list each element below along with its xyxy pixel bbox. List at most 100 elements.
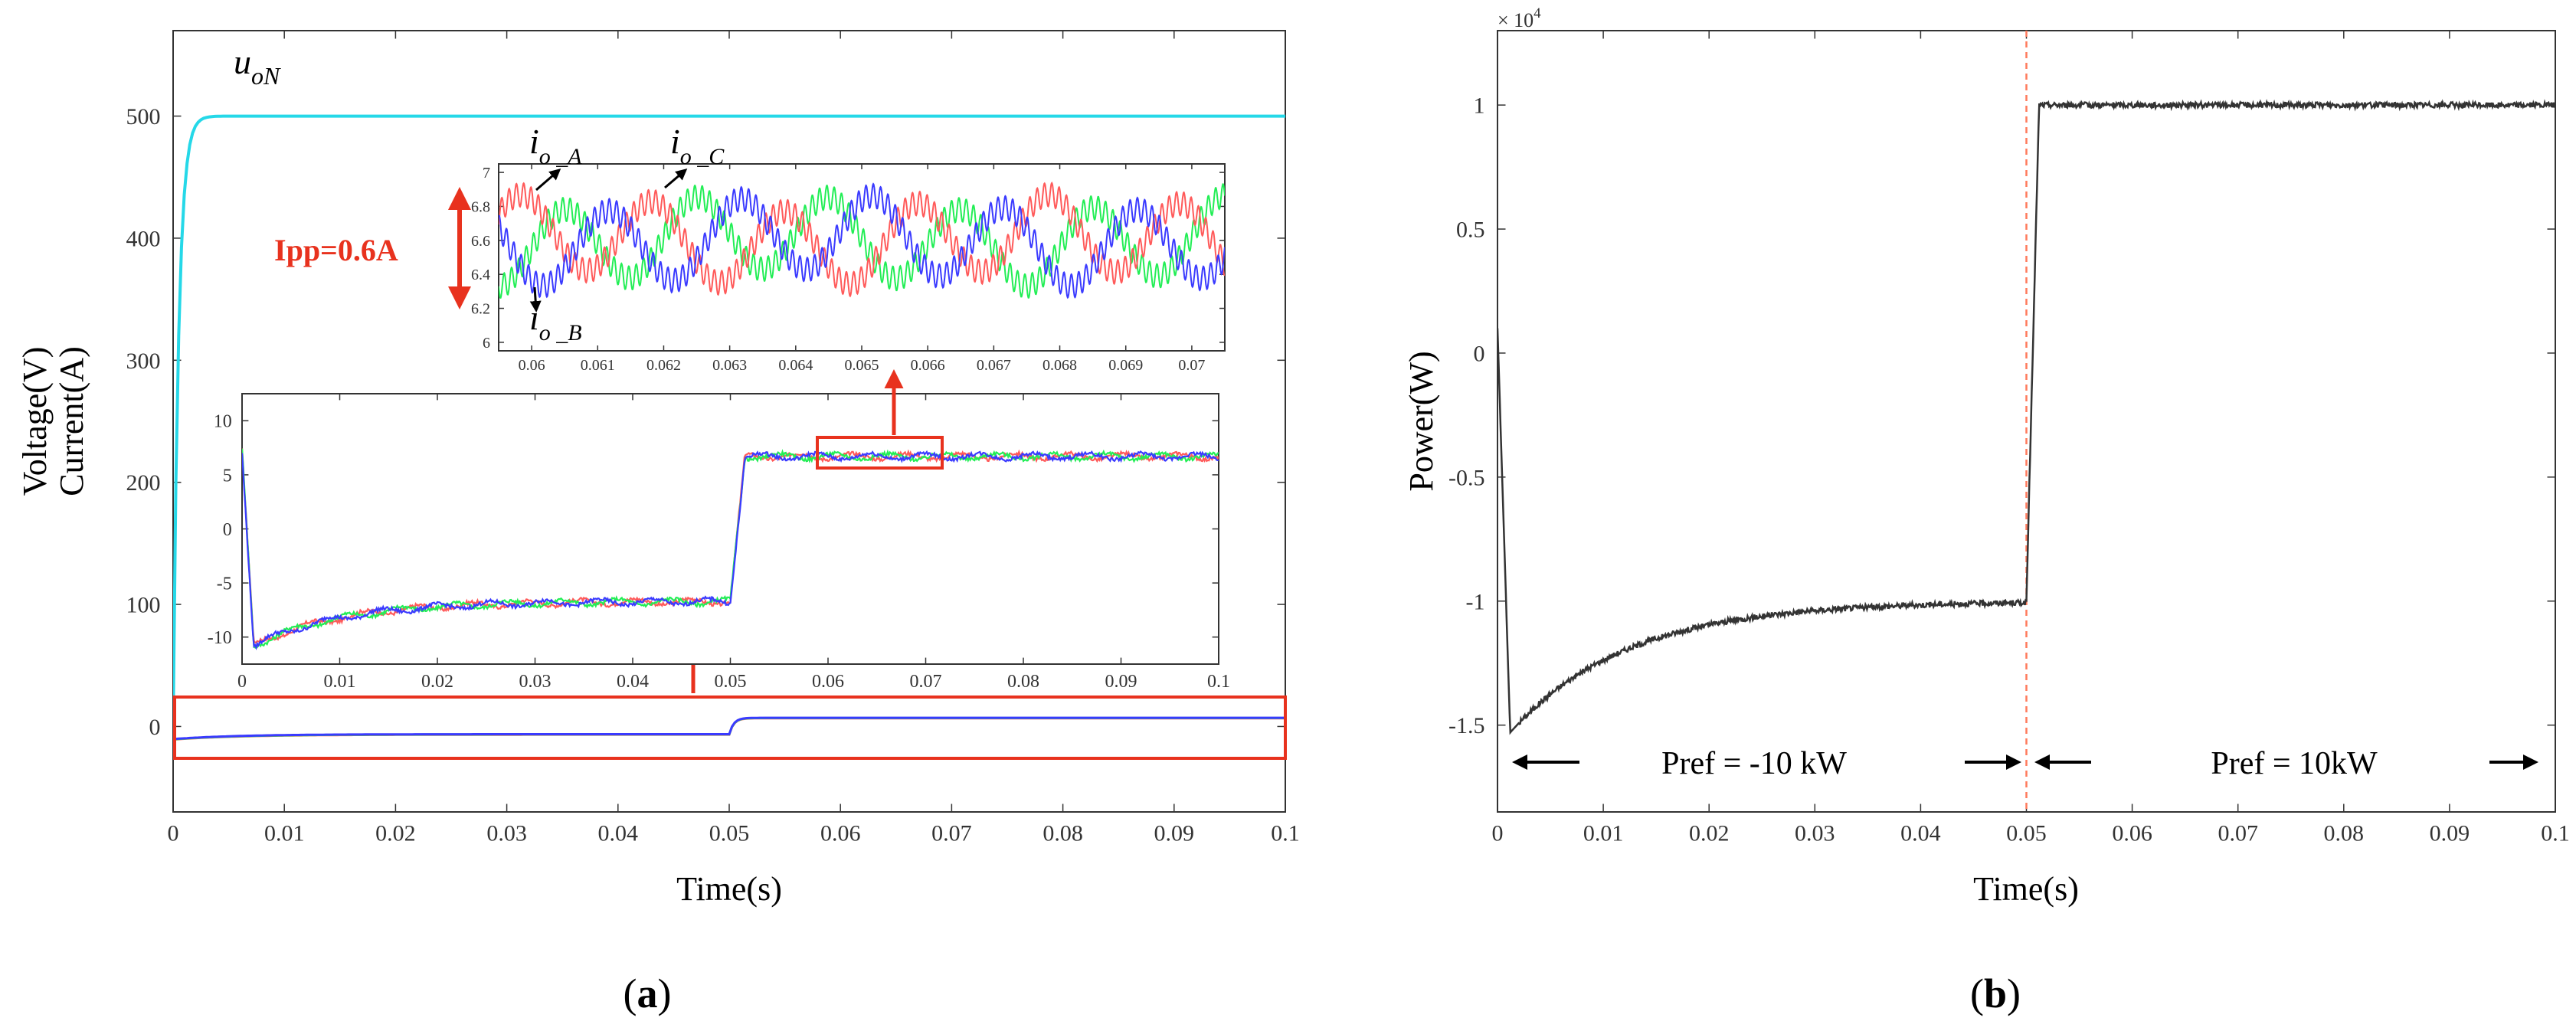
phase-b-pointer — [529, 286, 542, 313]
zoom-inset-xtick-label: 0.068 — [1043, 357, 1077, 374]
zoom-inset-xtick-label: 0.069 — [1108, 357, 1143, 374]
zoom-inset-xtick-label: 0.065 — [845, 357, 879, 374]
voltage-line-uoN — [173, 114, 1285, 727]
zoom-inset-xtick-label: 0.062 — [646, 357, 681, 374]
panel-a-xtick-label: 0 — [168, 821, 179, 846]
panel-b-xtick-label: 0.07 — [2218, 821, 2258, 846]
panel-b-xtick-label: 0.03 — [1795, 821, 1835, 846]
phase-c-label: io _C — [670, 122, 725, 169]
panel-a-y-axis-title-current: Current(A) — [53, 346, 90, 496]
zoom-inset-xtick-label: 0.07 — [1178, 357, 1205, 374]
panel-a-xtick-label: 0.07 — [931, 821, 972, 846]
panel-b-ytick-label: 0 — [1474, 341, 1485, 366]
phase-a-pointer — [535, 169, 561, 191]
panel-a-xtick-label: 0.09 — [1154, 821, 1195, 846]
mid-inset-xtick-label: 0.06 — [812, 672, 844, 692]
mid-inset-xtick-label: 0.05 — [715, 672, 747, 692]
panel-b-xtick-label: 0.02 — [1689, 821, 1730, 846]
mid-inset-xtick-label: 0.03 — [519, 672, 552, 692]
mid-inset-ytick-label: 10 — [214, 412, 232, 432]
y-exponent-label: × 104 — [1497, 5, 1541, 31]
zoom-inset-xtick-label: 0.067 — [977, 357, 1011, 374]
zoom-inset-xtick-label: 0.066 — [911, 357, 945, 374]
panel-a-ytick-label: 200 — [126, 470, 161, 496]
mid-inset-ytick-label: -10 — [208, 628, 232, 648]
panel-b-xtick-label: 0.08 — [2324, 821, 2365, 846]
ipp-label: Ipp=0.6A — [274, 233, 398, 267]
pref-positive-label: Pref = 10kW — [2211, 746, 2378, 781]
mid-inset-series — [242, 448, 1219, 650]
zoom-inset-line-phase_c — [499, 183, 1225, 299]
panel-b-xtick-label: 0.01 — [1583, 821, 1624, 846]
steady-state-highlight-box — [816, 436, 944, 470]
panel-a-caption-label: (a) — [624, 970, 672, 1016]
mid-inset-xtick-label: 0.1 — [1207, 672, 1230, 692]
panel-b-xtick-label: 0 — [1492, 821, 1504, 846]
panel-b-caption-label: (b) — [1970, 970, 2021, 1016]
zoom-inset-xtick-label: 0.064 — [778, 357, 813, 374]
panel-a-y-axis-title-voltage: Voltage(V) — [16, 347, 54, 496]
panel-a-ytick-label: 400 — [126, 226, 161, 251]
pref-negative-label: Pref = -10 kW — [1661, 746, 1847, 781]
mid-inset-ytick-label: 5 — [223, 466, 232, 486]
current-line-phase_b — [173, 716, 1285, 741]
mid-inset-xtick-label: 0.07 — [910, 672, 942, 692]
panel-a-axes-ticks: 0 0.01 0.02 0.03 0.04 0.05 0.06 0.07 0.08 0.09 0.1… — [126, 31, 1300, 846]
panel-b-xtick-label: 0.04 — [1900, 821, 1941, 846]
mid-inset-xtick-label: 0.01 — [324, 672, 356, 692]
mid-inset-xtick-label: 0 — [237, 672, 247, 692]
zoom-inset-series — [499, 181, 1225, 299]
zoom-inset-xtick-label: 0.063 — [712, 357, 747, 374]
mid-inset-xtick-label: 0.02 — [421, 672, 453, 692]
panel-b-xtick-label: 0.06 — [2112, 821, 2152, 846]
panel-b-ytick-label: -1 — [1466, 589, 1485, 614]
zoom-inset-ytick-label: 6.8 — [471, 198, 490, 215]
zoom-inset-ytick-label: 6.4 — [471, 267, 490, 283]
panel-a-x-axis-title: Time(s) — [676, 870, 782, 908]
panel-a-xtick-label: 0.08 — [1043, 821, 1083, 846]
panel-a-ytick-label: 0 — [149, 715, 161, 740]
panel-a-xtick-label: 0.05 — [709, 821, 750, 846]
voltage-series-label: uoN — [234, 42, 281, 90]
phase-c-pointer — [664, 169, 688, 189]
zoom-inset-ytick-label: 6.6 — [471, 233, 490, 250]
panel-b-xtick-label: 0.09 — [2430, 821, 2470, 846]
zoom-inset-ticks: 0.06 0.061 0.062 0.063 0.064 0.065 0.066 0.067 0… — [471, 164, 1225, 374]
mid-inset-xtick-label: 0.09 — [1105, 672, 1137, 692]
panel-a-ytick-label: 300 — [126, 349, 161, 374]
panel-b-x-axis-title: Time(s) — [1973, 870, 2079, 908]
panel-b-ytick-label: -1.5 — [1448, 713, 1485, 738]
panel-a-xtick-label: 0.1 — [1271, 821, 1300, 846]
mid-inset-xtick-label: 0.08 — [1007, 672, 1039, 692]
panel-a-xtick-label: 0.01 — [264, 821, 305, 846]
panel-b-ytick-label: 0.5 — [1456, 218, 1485, 243]
mid-inset-ticks: 0 0.01 0.02 0.03 0.04 0.05 0.06 0.07 0.08 0.09 0.1… — [208, 394, 1230, 692]
panel-b-y-axis-title: Power(W) — [1403, 351, 1440, 491]
panel-b-xtick-label: 0.05 — [2006, 821, 2047, 846]
zoom-inset-ytick-label: 7 — [483, 165, 490, 182]
mid-inset-xtick-label: 0.04 — [617, 672, 649, 692]
panel-a-xtick-label: 0.03 — [486, 821, 527, 846]
panel-a-main-chart: 0 0.01 0.02 0.03 0.04 0.05 0.06 0.07 0.08 0.09 0.1… — [16, 30, 1300, 908]
panel-b-ytick-label: -0.5 — [1448, 465, 1485, 490]
panel-b-ytick-label: 1 — [1474, 93, 1485, 119]
panel-a-xtick-label: 0.02 — [375, 821, 416, 846]
panel-b-xtick-label: 0.1 — [2541, 821, 2570, 846]
panel-a-ytick-label: 500 — [126, 104, 161, 129]
phase-a-label: io _A — [529, 122, 582, 169]
current-highlight-box — [173, 696, 1287, 760]
power-line — [1497, 99, 2555, 735]
zoom-inset-ytick-label: 6 — [483, 335, 490, 352]
zoom-inset-line-phase_b — [499, 182, 1225, 299]
panel-b-axes-ticks: 0 0.01 0.02 0.03 0.04 0.05 0.06 0.07 0.08 0.09 0.1… — [1448, 31, 2570, 846]
panel-b-power-chart: 0 0.01 0.02 0.03 0.04 0.05 0.06 0.07 0.08 0.09 0.1… — [1403, 5, 2570, 908]
zoom-inset-ytick-label: 6.2 — [471, 301, 490, 318]
mid-inset-frame — [241, 393, 1219, 665]
zoom-inset-xtick-label: 0.06 — [519, 357, 545, 374]
panel-a-xtick-label: 0.06 — [820, 821, 861, 846]
ripple-inset-chart: 0.06 0.061 0.062 0.063 0.064 0.065 0.066 0.067 0… — [274, 122, 1226, 374]
mid-inset-ytick-label: 0 — [223, 520, 232, 540]
panel-a-ytick-label: 100 — [126, 593, 161, 618]
mid-inset-line-phase_b — [242, 450, 1219, 650]
